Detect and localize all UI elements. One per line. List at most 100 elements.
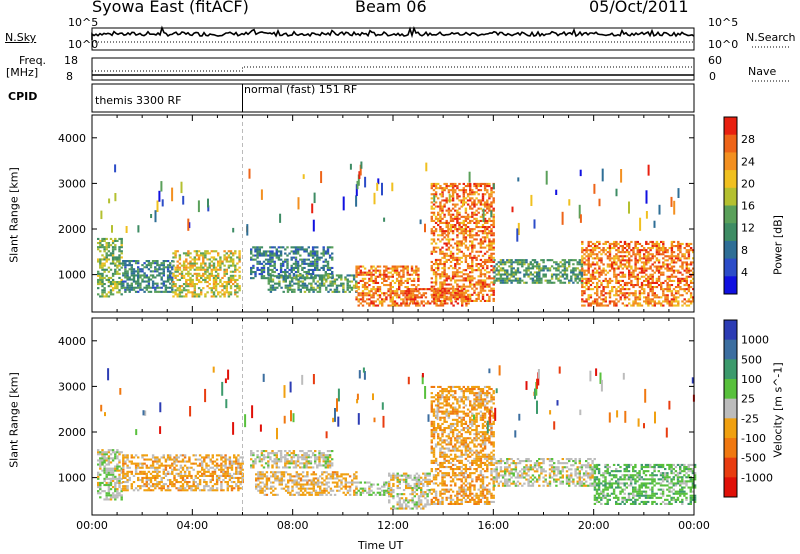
- power-data-cell: [634, 245, 637, 248]
- power-data-cell: [583, 269, 586, 272]
- cpid-frame: [91, 83, 695, 113]
- power-data-cell: [634, 253, 637, 256]
- power-data-cell: [318, 278, 322, 281]
- power-data-cell: [625, 288, 629, 291]
- power-data-cell: [451, 199, 455, 202]
- power-data-cell: [416, 290, 419, 293]
- power-data-cell: [527, 267, 530, 270]
- velocity-data-cell: [183, 472, 187, 475]
- power-data-cell: [486, 185, 489, 188]
- velocity-data-cell: [220, 468, 223, 471]
- power-data-cell: [462, 182, 465, 185]
- power-data-cell: [625, 242, 629, 245]
- velocity-data-cell: [145, 483, 148, 486]
- power-data-cell: [473, 246, 476, 249]
- velocity-data-cell: [169, 466, 172, 469]
- power-data-cell: [286, 290, 290, 293]
- power-data-cell: [114, 258, 117, 261]
- velocity-data-cell: [116, 494, 119, 497]
- power-data-cell: [570, 275, 573, 278]
- power-data-cell: [483, 252, 487, 255]
- velocity-data-cell: [215, 476, 219, 479]
- power-data-cell: [483, 238, 487, 241]
- power-data-cell: [189, 278, 192, 281]
- power-data-cell: [683, 298, 686, 301]
- power-data-cell: [456, 215, 459, 218]
- power-data-cell: [589, 302, 593, 305]
- power-data-cell: [538, 267, 541, 270]
- power-data-cell: [411, 288, 415, 291]
- power-data-cell: [299, 248, 302, 251]
- power-data-cell: [606, 240, 610, 243]
- power-data-cell: [410, 284, 414, 287]
- velocity-data-cell: [118, 453, 121, 456]
- power-data-cell: [409, 296, 413, 299]
- power-data-cell: [546, 269, 549, 272]
- power-data-cell: [462, 219, 465, 222]
- power-data-cell: [227, 281, 231, 284]
- power-data-cell: [536, 267, 539, 270]
- power-data-cell: [324, 252, 327, 255]
- power-data-cell: [294, 248, 298, 251]
- power-data-cell: [145, 264, 148, 267]
- velocity-data-cell: [203, 470, 206, 473]
- power-data-cell: [134, 262, 138, 265]
- power-data-cell: [124, 288, 127, 291]
- power-data-cell: [227, 250, 231, 253]
- power-data-cell: [488, 244, 491, 247]
- power-data-cell: [647, 304, 650, 307]
- power-data-cell: [608, 265, 612, 268]
- power-data-cell: [114, 248, 117, 251]
- power-data-cell: [236, 256, 239, 259]
- power-data-cell: [164, 286, 168, 289]
- velocity-data-cell: [205, 456, 208, 459]
- power-data-cell: [598, 302, 601, 305]
- power-data-cell: [258, 250, 261, 253]
- power-data-cell: [623, 304, 627, 307]
- velocity-data-cell: [175, 487, 178, 490]
- power-data-cell: [488, 295, 491, 298]
- power-data-cell: [258, 248, 261, 251]
- power-data-cell: [260, 252, 264, 255]
- power-data-cell: [439, 294, 443, 297]
- power-data-cell: [613, 286, 616, 289]
- power-data-cell: [262, 275, 266, 278]
- power-data-cell: [645, 190, 648, 204]
- velocity-data-cell: [149, 458, 153, 461]
- power-data-cell: [657, 300, 661, 303]
- power-data-cell: [655, 302, 659, 305]
- power-data-cell: [374, 277, 377, 280]
- power-data-cell: [406, 269, 409, 272]
- power-data-cell: [435, 290, 438, 293]
- power-data-cell: [488, 258, 491, 261]
- power-data-cell: [492, 283, 495, 286]
- power-data-cell: [118, 246, 121, 249]
- power-data-cell: [585, 300, 588, 303]
- power-data-cell: [437, 304, 440, 307]
- power-data-cell: [337, 276, 341, 279]
- power-data-cell: [464, 232, 468, 235]
- power-data-cell: [471, 201, 474, 204]
- power-data-cell: [109, 262, 113, 265]
- power-data-cell: [267, 268, 270, 271]
- power-data-cell: [331, 290, 334, 293]
- velocity-data-cell: [124, 489, 127, 492]
- power-data-cell: [593, 253, 597, 256]
- velocity-data-cell: [228, 466, 232, 469]
- power-data-cell: [632, 269, 635, 272]
- power-data-cell: [335, 290, 339, 293]
- power-data-cell: [178, 272, 182, 275]
- power-data-cell: [451, 291, 455, 294]
- velocity-data-cell: [220, 466, 223, 469]
- power-data-cell: [655, 279, 659, 282]
- power-data-cell: [670, 275, 674, 278]
- power-data-cell: [314, 258, 317, 261]
- power-data-cell: [430, 193, 433, 196]
- power-data-cell: [670, 279, 674, 282]
- power-data-cell: [492, 238, 495, 241]
- velocity-data-cell: [198, 481, 202, 484]
- power-data-cell: [643, 249, 646, 252]
- power-data-cell: [182, 289, 186, 292]
- velocity-data-cell: [156, 476, 159, 479]
- power-data-cell: [178, 268, 182, 271]
